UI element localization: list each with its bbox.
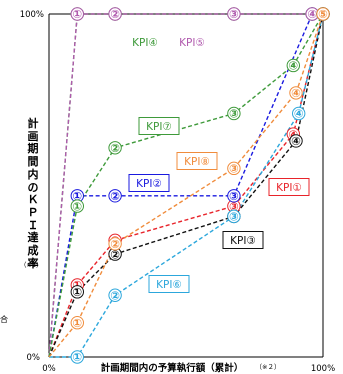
kpi-8-point-2: ② <box>108 237 122 251</box>
kpi-label-6: KPI① <box>268 178 310 196</box>
kpi-label-text: KPI⑤ <box>179 37 205 49</box>
y-axis-title-char: 計 <box>27 117 39 130</box>
kpi-7-point-label: ③ <box>229 107 239 121</box>
kpi-7-point-2: ② <box>108 141 122 155</box>
kpi-6-point-label: ① <box>72 350 82 364</box>
x-axis-note: （※２） <box>256 363 281 371</box>
kpi-7-point-label: ④ <box>288 59 298 73</box>
kpi-3-point-1: ① <box>70 285 85 299</box>
kpi-5-point-label: ① <box>72 7 82 21</box>
kpi-2-point-label: ① <box>72 189 82 203</box>
kpi-6-point-3: ③ <box>227 210 241 224</box>
kpi-5-point-label: ② <box>110 7 120 21</box>
kpi-8-point-label: ① <box>72 316 82 330</box>
y-axis-title-char: 間 <box>27 155 39 169</box>
kpi-8-point-label: ③ <box>229 162 239 176</box>
left-margin-text: 合 <box>0 315 8 324</box>
kpi-5-point-2: ② <box>108 7 122 21</box>
y-axis-title-char: の <box>27 180 39 194</box>
kpi-3-point-label: ④ <box>291 134 301 148</box>
kpi-2-point-2: ② <box>108 189 122 203</box>
y-tick-label: 100% <box>20 10 44 20</box>
kpi-8-point-label: ④ <box>291 86 301 100</box>
kpi-label-text: KPI⑥ <box>156 279 182 291</box>
y-axis-title-char: Ｐ <box>27 205 39 219</box>
kpi-label-text: KPI④ <box>132 37 158 49</box>
kpi-5-point-label: ③ <box>229 7 239 21</box>
kpi-5-point-3: ③ <box>227 7 241 21</box>
y-axis-title-char: 成 <box>27 244 39 258</box>
kpi-label-7: KPI③ <box>222 231 264 249</box>
kpi-label-8: KPI⑥ <box>148 275 190 293</box>
kpi-7-point-label: ① <box>72 199 82 213</box>
kpi-2-point-3: ③ <box>227 189 241 203</box>
kpi-7-line <box>48 13 324 358</box>
kpi-labels: KPI④ KPI⑤ KPI⑦ KPI⑧ KPI② KPI① KPI③ KPI⑥ <box>128 37 310 293</box>
kpi-label-1: KPI④ <box>132 37 158 49</box>
series-markers: ①②③④⑤①②③④⑤①②③④⑤①②③④⑤①②③④⑤①②③④⑤①②③④⑤①②③④⑤ <box>70 7 330 364</box>
kpi-3-line <box>48 13 324 358</box>
kpi-7-point-4: ④ <box>286 59 300 73</box>
kpi-1-point-label: ③ <box>229 199 239 213</box>
kpi-6-point-label: ④ <box>294 107 304 121</box>
kpi-7-point-1: ① <box>70 199 85 213</box>
kpi-6-point-2: ② <box>108 288 122 302</box>
kpi-6-point-label: ③ <box>229 210 239 224</box>
y-axis-title-char: 内 <box>27 167 39 181</box>
y-axis-title-char: Ｉ <box>27 218 39 232</box>
kpi-label-2: KPI⑤ <box>179 37 205 49</box>
y-axis-title-char: 期 <box>27 142 39 156</box>
y-axis-title-char: 率 <box>27 256 39 270</box>
kpi-label-text: KPI⑧ <box>184 156 210 168</box>
kpi-7-point-label: ② <box>110 141 120 155</box>
kpi-8-point-label: ⑤ <box>318 7 328 21</box>
x-tick-label: 0% <box>42 364 56 374</box>
kpi-5-point-label: ④ <box>307 7 317 21</box>
x-tick-label: 100% <box>311 364 335 374</box>
kpi-8-point-5: ⑤ <box>316 7 330 21</box>
kpi-6-line <box>49 13 324 358</box>
y-axis-title-char: 達 <box>27 231 39 245</box>
kpi-label-4: KPI⑧ <box>176 152 218 170</box>
kpi-8-line <box>48 13 324 358</box>
kpi-8-point-label: ② <box>110 237 120 251</box>
kpi-6-point-label: ② <box>110 288 120 302</box>
kpi-5-point-1: ① <box>70 7 85 21</box>
y-axis-title-char: Ｋ <box>27 193 39 207</box>
y-tick-label: 0% <box>27 353 41 363</box>
kpi-label-3: KPI⑦ <box>138 117 180 135</box>
kpi-8-point-3: ③ <box>227 162 241 176</box>
kpi-8-point-4: ④ <box>289 86 303 100</box>
kpi-3-point-label: ① <box>72 285 82 299</box>
kpi-7-point-3: ③ <box>227 107 241 121</box>
kpi-label-text: KPI⑦ <box>146 121 172 133</box>
x-axis-title: 計画期間内の予算執行額（累計） <box>101 362 244 374</box>
kpi-6-point-1: ① <box>70 350 85 364</box>
kpi-label-text: KPI③ <box>230 235 256 247</box>
kpi-1-point-label: ④ <box>288 127 298 141</box>
kpi-3-point-4: ④ <box>289 134 303 148</box>
kpi-3-point-label: ② <box>110 247 120 261</box>
y-axis-note: （※1） <box>20 261 43 269</box>
kpi-2-point-label: ③ <box>229 189 239 203</box>
kpi-6-point-4: ④ <box>292 107 306 121</box>
kpi-label-5: KPI② <box>128 174 170 192</box>
kpi-label-text: KPI① <box>276 182 302 194</box>
y-axis-title-char: 画 <box>27 129 39 143</box>
kpi-2-point-label: ② <box>110 189 120 203</box>
axes: 100% 0% 0% 100% 計画期間内の予算執行額（累計） （※２） <box>20 10 335 374</box>
kpi-label-text: KPI② <box>136 178 162 190</box>
kpi-8-point-1: ① <box>70 316 85 330</box>
